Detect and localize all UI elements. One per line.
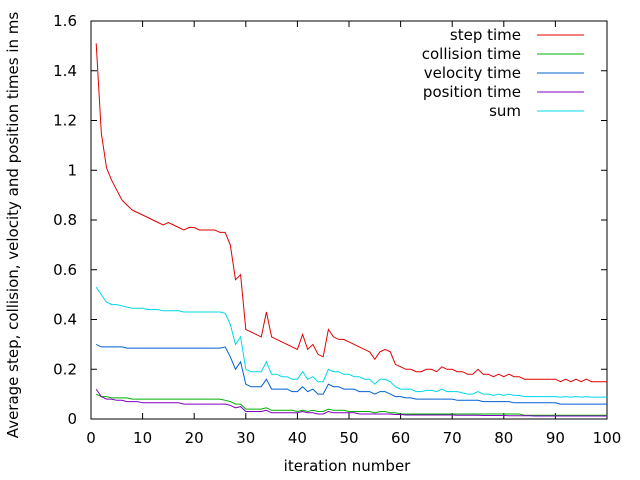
series-lines <box>95 43 607 417</box>
x-tick-label: 10 <box>133 429 152 447</box>
series-line-step-time <box>95 43 607 383</box>
x-tick-label: 100 <box>593 429 622 447</box>
y-axis-title: Average step, collision, velocity and po… <box>4 12 22 439</box>
y-tick-label: 0 <box>67 410 77 428</box>
series-line-sum <box>95 286 607 398</box>
x-tick-label: 40 <box>288 429 307 447</box>
x-tick-label: 60 <box>391 429 410 447</box>
plot-border <box>90 20 608 420</box>
y-tick-label: 1.2 <box>53 112 77 130</box>
x-tick-label: 70 <box>443 429 462 447</box>
y-tick-label: 1.6 <box>53 12 77 30</box>
series-line-collision-time <box>95 393 607 416</box>
y-tick-label: 1.4 <box>53 62 77 80</box>
y-tick-label: 0.4 <box>53 311 77 329</box>
plot-frame <box>90 20 608 420</box>
x-tick-label: 20 <box>185 429 204 447</box>
legend-label-sum: sum <box>489 102 521 120</box>
x-tick-label: 50 <box>339 429 358 447</box>
y-tick-label: 1 <box>67 161 77 179</box>
x-tick-label: 0 <box>86 429 96 447</box>
x-tick-label: 80 <box>494 429 513 447</box>
y-tick-label: 0.2 <box>53 360 77 378</box>
y-tick-label: 0.6 <box>53 261 77 279</box>
series-line-position-time <box>95 388 607 417</box>
legend-label-position-time: position time <box>423 83 521 101</box>
x-tick-label: 30 <box>236 429 255 447</box>
legend-label-velocity-time: velocity time <box>424 64 521 82</box>
x-axis: 0 10 20 30 40 50 60 70 80 90 100 <box>86 21 621 447</box>
x-axis-title: iteration number <box>284 457 412 475</box>
y-axis: 0 0.2 0.4 0.6 0.8 1 1.2 1.4 1.6 <box>53 12 607 428</box>
legend-label-collision-time: collision time <box>422 45 521 63</box>
x-tick-label: 90 <box>546 429 565 447</box>
legend-label-step-time: step time <box>450 26 521 44</box>
y-tick-label: 0.8 <box>53 211 77 229</box>
series-line-velocity-time <box>95 343 607 405</box>
